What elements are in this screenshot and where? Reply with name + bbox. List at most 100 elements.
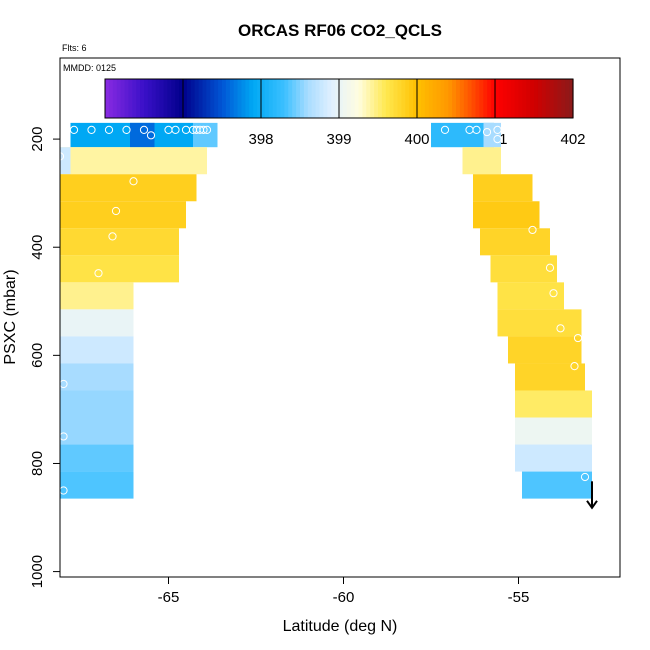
y-axis-label: PSXC (mbar) bbox=[2, 269, 19, 364]
colorbar-segment bbox=[315, 79, 321, 118]
colorbar-segment bbox=[190, 79, 196, 118]
colorbar-segment bbox=[108, 79, 114, 118]
colorbar-segment bbox=[116, 79, 122, 118]
colorbar-segment bbox=[237, 79, 243, 118]
colorbar-segment bbox=[530, 79, 535, 118]
colorbar-segment bbox=[362, 79, 367, 118]
colorbar-segment bbox=[105, 79, 110, 118]
sample-marker bbox=[69, 125, 79, 135]
colorbar-tick-label: 399 bbox=[326, 131, 351, 148]
colorbar-segment bbox=[393, 79, 399, 118]
colorbar-segment bbox=[280, 79, 285, 118]
colorbar-segment bbox=[339, 79, 344, 118]
colorbar-segment bbox=[288, 79, 293, 118]
colorbar-segment bbox=[249, 79, 254, 118]
sample-marker bbox=[122, 125, 131, 135]
colorbar-segment bbox=[163, 79, 168, 118]
colorbar-segment bbox=[292, 79, 297, 118]
colorbar-segment bbox=[561, 79, 566, 118]
colorbar-segment bbox=[186, 79, 192, 118]
colorbar-segment bbox=[452, 79, 457, 118]
colorbar-segment bbox=[409, 79, 414, 118]
colorbar-segment bbox=[557, 79, 562, 118]
colorbar-segment bbox=[374, 79, 379, 118]
sample-marker bbox=[94, 269, 103, 278]
colorbar-segment bbox=[358, 79, 363, 118]
colorbar-segment bbox=[268, 79, 274, 118]
colorbar-segment bbox=[436, 79, 441, 118]
colorbar-segment bbox=[417, 79, 422, 118]
colorbar-segment bbox=[405, 79, 410, 118]
heatmap-cell bbox=[60, 471, 134, 499]
colorbar-segment bbox=[144, 79, 149, 118]
colorbar-segment bbox=[428, 79, 434, 118]
colorbar-segment bbox=[276, 79, 282, 118]
arrow-head bbox=[586, 500, 598, 510]
heatmap-cell bbox=[522, 471, 592, 499]
heatmap-cell bbox=[60, 147, 71, 175]
colorbar-segment bbox=[307, 79, 313, 118]
colorbar-segment bbox=[448, 79, 453, 118]
colorbar-segment bbox=[194, 79, 200, 118]
sample-marker bbox=[60, 486, 68, 495]
colorbar-segment bbox=[440, 79, 445, 118]
y-tick-label: 200 bbox=[29, 127, 46, 152]
flights-label: Flts: 6 bbox=[62, 43, 87, 53]
x-tick-label: -65 bbox=[158, 589, 180, 606]
colorbar-segment bbox=[331, 79, 336, 118]
sample-marker bbox=[570, 362, 579, 371]
sample-marker bbox=[556, 324, 565, 333]
colorbar-segment bbox=[319, 79, 324, 118]
colorbar-segment bbox=[311, 79, 317, 118]
colorbar-segment bbox=[198, 79, 204, 118]
heatmap-cell bbox=[473, 174, 533, 202]
sample-marker bbox=[493, 125, 502, 135]
colorbar-segment bbox=[463, 79, 469, 118]
colorbar-segment bbox=[526, 79, 531, 118]
colorbar-segment bbox=[385, 79, 391, 118]
heatmap-cell bbox=[490, 255, 557, 283]
sample-marker bbox=[440, 125, 450, 135]
colorbar-segment bbox=[261, 79, 266, 118]
x-axis-label: Latitude (deg N) bbox=[283, 618, 398, 635]
colorbar-segment bbox=[424, 79, 430, 118]
colorbar-segment bbox=[502, 79, 508, 118]
heatmap-cell bbox=[497, 282, 564, 310]
colorbar-segment bbox=[327, 79, 332, 118]
colorbar-segment bbox=[202, 79, 207, 118]
colorbar-segment bbox=[354, 79, 360, 118]
colorbar-segment bbox=[565, 79, 570, 118]
colorbar-segment bbox=[366, 79, 371, 118]
colorbar-segment bbox=[498, 79, 504, 118]
colorbar-segment bbox=[253, 79, 258, 118]
descent-arrow bbox=[586, 481, 598, 510]
colorbar-segment bbox=[506, 79, 512, 118]
sample-marker bbox=[549, 289, 558, 298]
sample-marker bbox=[482, 127, 492, 137]
colorbar-segment bbox=[534, 79, 539, 118]
sample-marker bbox=[493, 134, 502, 144]
sample-marker bbox=[472, 125, 481, 135]
colorbar-segment bbox=[397, 79, 402, 118]
heatmap-cell bbox=[60, 282, 134, 310]
colorbar-segment bbox=[151, 79, 157, 118]
sample-marker bbox=[573, 333, 583, 343]
sample-marker bbox=[171, 125, 180, 135]
colorbar-segment bbox=[522, 79, 527, 118]
colorbar-segment bbox=[132, 79, 137, 118]
colorbar-segment bbox=[225, 79, 231, 118]
colorbar-segment bbox=[487, 79, 492, 118]
colorbar-segment bbox=[214, 79, 219, 118]
colorbar-segment bbox=[537, 79, 543, 118]
sample-marker bbox=[146, 131, 156, 140]
sample-marker bbox=[545, 263, 555, 272]
colorbar-segment bbox=[518, 79, 523, 118]
colorbar-segment bbox=[218, 79, 223, 118]
colorbar-segment bbox=[479, 79, 484, 118]
colorbar-segment bbox=[475, 79, 480, 118]
heatmap-cell bbox=[462, 147, 501, 175]
heatmap-cell bbox=[60, 363, 134, 391]
colorbar-segment bbox=[179, 79, 184, 118]
colorbar-segment bbox=[175, 79, 180, 118]
colorbar-segment bbox=[370, 79, 375, 118]
